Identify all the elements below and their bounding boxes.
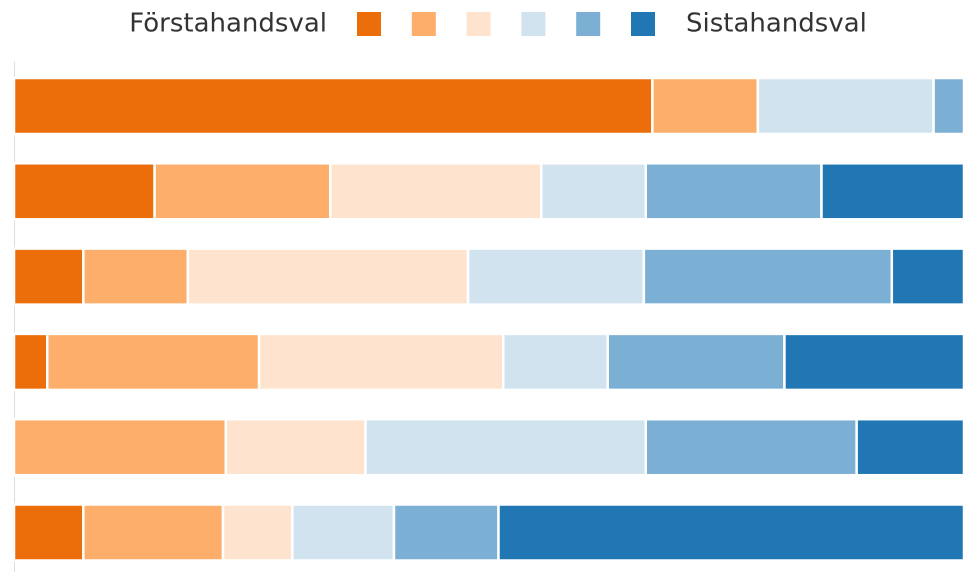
bar-segment bbox=[14, 247, 85, 306]
legend-swatch bbox=[576, 12, 601, 36]
bar-segment bbox=[257, 332, 505, 392]
bar-segment bbox=[186, 247, 470, 306]
bar-segment bbox=[14, 503, 85, 562]
bar-segment bbox=[540, 162, 647, 221]
bar-segment bbox=[46, 332, 261, 392]
legend-swatch bbox=[466, 12, 491, 36]
legend-swatch bbox=[357, 12, 381, 36]
bar-segment bbox=[756, 76, 935, 136]
legend: Förstahandsval Sistahandsval bbox=[129, 9, 867, 39]
bar-segment bbox=[642, 247, 894, 306]
bar-segment bbox=[221, 503, 294, 562]
bar-segment bbox=[783, 332, 964, 392]
bar-segment bbox=[14, 162, 156, 221]
legend-swatch bbox=[521, 12, 546, 36]
legend-swatch bbox=[631, 12, 655, 36]
bar-segment bbox=[497, 503, 964, 562]
bar-segment bbox=[466, 247, 646, 306]
bar-segment bbox=[932, 76, 964, 136]
bar-segment bbox=[82, 247, 190, 306]
bar-segment bbox=[153, 162, 332, 221]
bar-segment bbox=[224, 417, 367, 477]
bar-segment bbox=[651, 76, 760, 136]
bar-segment bbox=[820, 162, 964, 221]
bar-segment bbox=[644, 162, 823, 221]
bar-segment bbox=[14, 417, 228, 477]
bar-segment bbox=[606, 332, 786, 392]
bar-segment bbox=[392, 503, 500, 562]
legend-label: Förstahandsval bbox=[129, 9, 327, 39]
bar-segment bbox=[890, 247, 964, 306]
bar-segment bbox=[329, 162, 543, 221]
bar-segment bbox=[644, 417, 858, 477]
bar-segment bbox=[291, 503, 396, 562]
bar-segment bbox=[14, 76, 654, 136]
bar-segment bbox=[82, 503, 225, 562]
legend-label: Sistahandsval bbox=[686, 9, 867, 39]
bar-segment bbox=[14, 332, 49, 392]
plot-area bbox=[14, 76, 964, 562]
bar-segment bbox=[855, 417, 964, 477]
legend-swatch bbox=[411, 12, 436, 36]
bar-segment bbox=[502, 332, 609, 392]
bar-segment bbox=[364, 417, 647, 477]
